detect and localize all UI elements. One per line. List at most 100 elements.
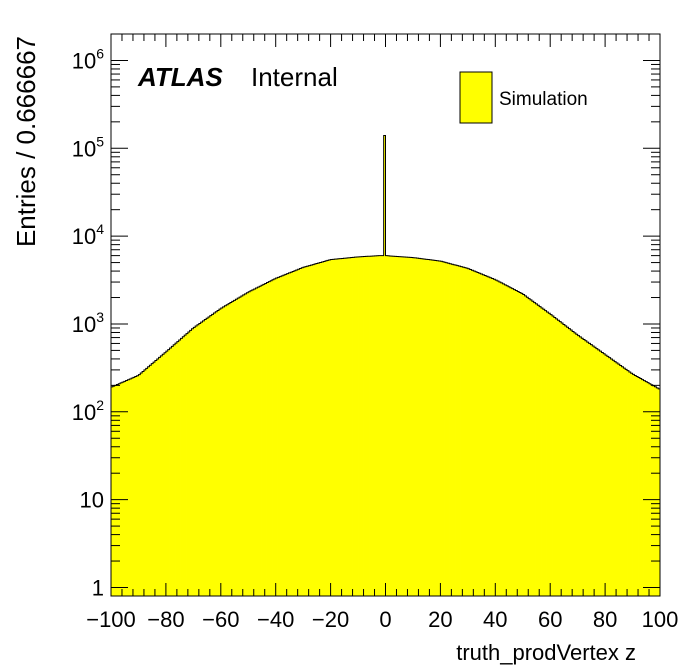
histogram-bin [226,304,229,596]
histogram-bin [444,262,447,596]
histogram-bin [588,343,591,596]
histogram-bin [616,362,619,596]
x-tick-label: 80 [593,607,617,632]
histogram-bin [401,256,405,596]
histogram-bin [601,352,604,596]
histogram-bin [153,362,156,596]
histogram-bin [132,377,136,596]
histogram-bin [169,347,172,596]
histogram-bin [489,277,493,596]
histogram-bin [509,287,513,596]
histogram-bin [522,294,525,596]
histogram-bin [445,262,449,596]
histogram-bin [628,371,632,596]
y-tick-label: 104 [72,221,104,249]
histogram-bin [555,318,558,596]
histogram-bin [627,370,630,596]
histogram-bin [182,336,185,596]
histogram-bin [356,257,359,596]
histogram-bin [272,279,275,596]
histogram-bin [495,280,498,596]
histogram-bin [447,263,450,596]
histogram-bin [390,256,394,596]
x-tick-label: −60 [202,607,239,632]
histogram-bin [467,268,471,596]
histogram-bin [319,262,322,596]
x-tick-label: 0 [379,607,391,632]
histogram-bin [173,344,176,596]
histogram-bin [453,264,456,596]
histogram-bin [131,378,134,596]
histogram-bin [270,280,273,596]
histogram-bin [546,311,549,596]
histogram-bin [449,263,452,596]
histogram-bin [471,270,474,596]
histogram-bin [224,305,227,596]
histogram-bin [656,387,659,596]
histogram-bin [511,288,514,596]
x-tick-label: 60 [538,607,562,632]
histogram-bin [332,259,335,596]
histogram-bin [592,345,595,596]
histogram-bin [636,376,639,596]
y-tick-label: 1 [92,575,104,600]
histogram-bin [180,338,183,596]
y-tick-label: 106 [72,45,104,73]
histogram-bin [422,258,425,596]
histogram-bin [339,258,342,596]
histogram-bin [328,259,331,596]
histogram-bin [374,255,377,596]
histogram-bin [436,260,439,596]
histogram-bin [266,282,269,596]
histogram-bin [502,283,505,596]
histogram-bin [240,296,244,596]
histogram-bin [142,371,145,596]
histogram-bin [416,258,419,596]
x-tick-label: −40 [257,607,294,632]
histogram-bin [160,355,163,596]
histogram-bin [158,357,161,596]
histogram-bin [460,266,463,596]
histogram-bin [473,270,476,596]
histogram-bin [619,365,622,596]
histogram-bin [617,364,621,596]
histogram-bin [614,361,617,596]
histogram-bin [304,266,308,596]
histogram-bin [372,255,375,597]
histogram-bin [639,378,643,596]
histogram-bin [634,375,637,596]
histogram-bars [110,134,661,597]
histogram-bin [347,257,350,596]
histogram-bin [548,313,551,596]
histogram-bin [385,255,388,596]
histogram-bin [231,301,235,596]
histogram-bin [350,257,353,596]
histogram-bin [314,264,317,596]
histogram-bin [187,331,191,596]
histogram-bin [207,316,211,596]
histogram-bin [497,281,500,596]
x-axis-ticks: −100 −80 −60 −40 −20 0 20 40 60 80 100 [86,34,678,632]
histogram-bin [290,272,293,596]
histogram-bin [506,285,509,596]
histogram-bin [197,324,200,596]
histogram-bin [632,374,635,596]
histogram-bin [118,383,121,596]
histogram-bin [392,256,396,596]
y-tick-label: 103 [72,309,104,337]
histogram-bin [394,256,397,596]
histogram-bin [262,284,266,596]
histogram-bin [317,263,321,596]
histogram-bin [367,256,370,596]
histogram-bin [209,315,213,596]
histogram-bin [407,257,410,596]
histogram-bin [365,256,368,596]
histogram-bin [539,306,542,596]
histogram-bin [250,290,253,596]
histogram-bin [184,335,187,596]
histogram-bin [242,294,245,596]
histogram-bin [156,358,159,596]
histogram-bin [154,360,158,596]
histogram-bin [517,291,520,596]
histogram-bin [277,277,280,596]
